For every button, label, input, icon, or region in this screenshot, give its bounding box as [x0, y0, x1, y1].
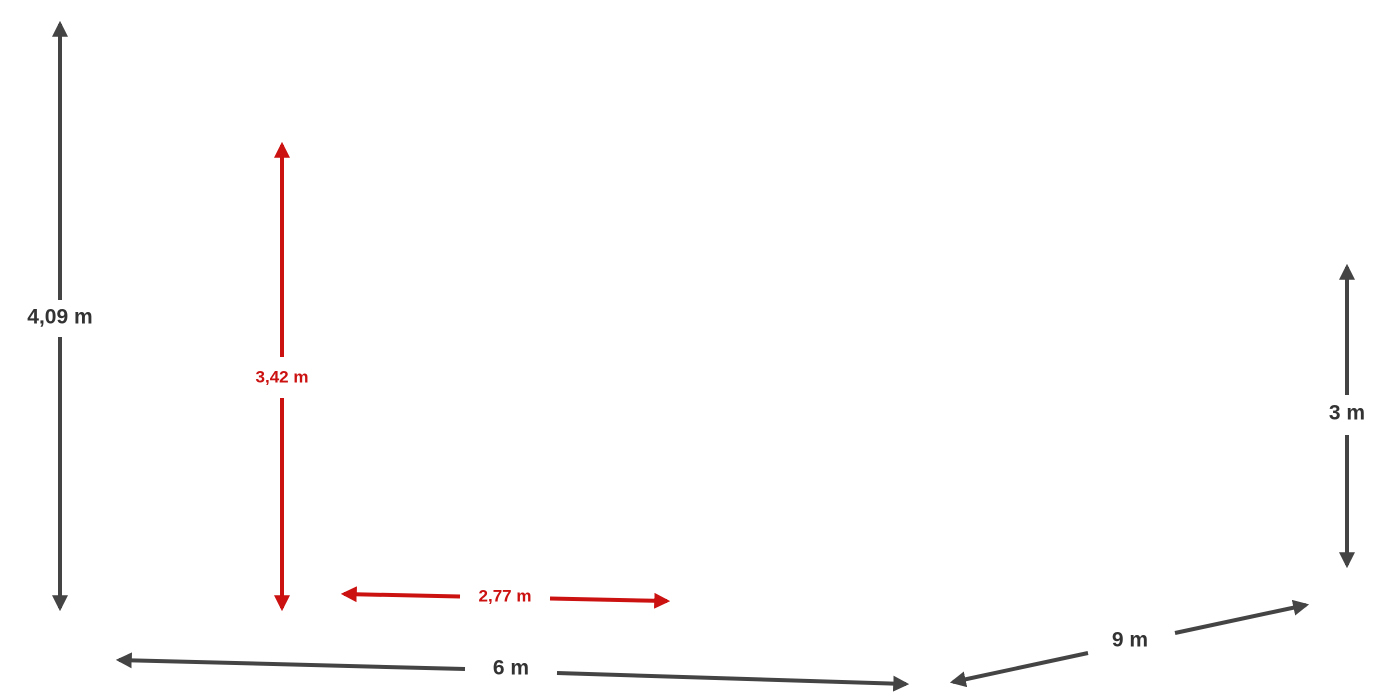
dimension-arrow — [1174, 599, 1310, 635]
dimension-label: 9 m — [1112, 629, 1148, 652]
dimension-label: 6 m — [493, 657, 529, 680]
dimension-arrow — [556, 671, 910, 692]
dimension-label: 3 m — [1329, 402, 1365, 425]
dimension-arrow — [949, 651, 1089, 688]
dimension-label: 3,42 m — [256, 367, 309, 386]
dimension-label: 2,77 m — [479, 586, 532, 605]
dimension-arrow — [549, 592, 671, 609]
dimension-arrow — [340, 586, 461, 603]
dimension-arrow — [115, 652, 466, 671]
dimension-label: 4,09 m — [27, 306, 92, 329]
